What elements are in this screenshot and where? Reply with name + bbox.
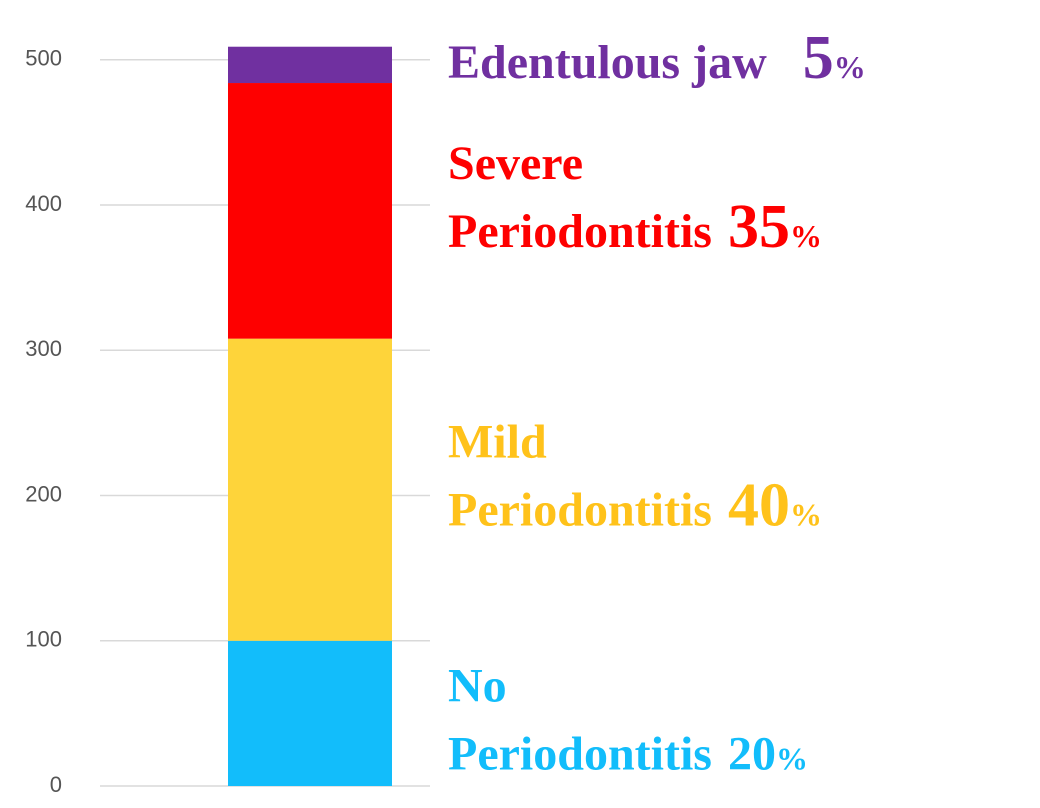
y-tick-label: 0	[50, 772, 62, 797]
label-line: Periodontitis	[448, 727, 712, 780]
y-tick-label: 200	[25, 481, 62, 506]
bar-segment	[228, 83, 392, 339]
bar-segment	[228, 640, 392, 786]
y-tick-label: 300	[25, 336, 62, 361]
bar-segment	[228, 46, 392, 84]
label-line: Mild	[448, 416, 559, 469]
share-label: 35%	[728, 193, 822, 261]
label-line: No	[448, 659, 519, 712]
label-line: Severe	[448, 137, 595, 190]
y-tick-label: 400	[25, 191, 62, 216]
share-label: 40%	[728, 472, 822, 540]
segment-label: Severe Periodontitis	[448, 137, 712, 258]
share-number: 35	[728, 193, 790, 261]
share-unit: %	[790, 497, 822, 533]
y-tick-label: 500	[25, 46, 62, 71]
label-line: Periodontitis	[448, 484, 712, 537]
share-unit: %	[790, 218, 822, 254]
share-label: 5%	[803, 24, 866, 92]
segment-label: Edentulous jaw	[448, 36, 767, 89]
share-number: 20	[728, 727, 776, 780]
segment-label: No Periodontitis	[448, 659, 712, 780]
share-unit: %	[776, 740, 808, 776]
bar-segment	[228, 338, 392, 641]
share-number: 40	[728, 472, 790, 540]
y-tick-label: 100	[25, 627, 62, 652]
segment-label: Mild Periodontitis	[448, 416, 712, 537]
share-label: 20%	[728, 727, 808, 780]
share-number: 5	[803, 24, 834, 92]
label-line: Periodontitis	[448, 205, 712, 258]
label-line: Edentulous jaw	[448, 36, 767, 89]
share-unit: %	[834, 49, 866, 85]
